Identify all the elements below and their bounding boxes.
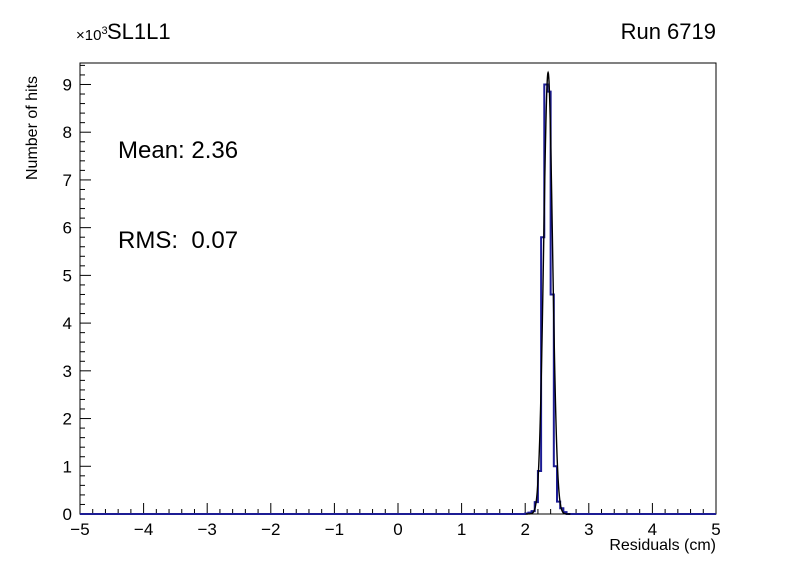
gaussian-fit-curve: [525, 70, 571, 515]
x-tick-label: 2: [520, 520, 529, 539]
x-tick-label: −1: [325, 520, 344, 539]
x-tick-label: −4: [134, 520, 153, 539]
x-axis-title: Residuals (cm): [609, 537, 716, 554]
y-tick-label: 6: [63, 219, 72, 238]
y-scale-prefix: ×10: [76, 27, 102, 44]
run-label: Run 6719: [620, 19, 716, 44]
stats-box: Mean: 2.36 RMS: 0.07: [118, 76, 238, 316]
plot-title: SL1L1: [107, 19, 171, 44]
x-tick-label: 3: [584, 520, 593, 539]
y-tick-label: 7: [63, 171, 72, 190]
x-tick-label: 1: [457, 520, 466, 539]
x-tick-label: −5: [70, 520, 89, 539]
y-axis-scale-label: ×103: [76, 25, 108, 44]
y-tick-label: 9: [63, 75, 72, 94]
y-tick-label: 4: [63, 314, 72, 333]
stat-rms: RMS: 0.07: [118, 227, 239, 254]
y-scale-exponent: 3: [101, 25, 108, 37]
x-tick-label: 0: [393, 520, 402, 539]
x-tick-label: 4: [648, 520, 657, 539]
y-tick-label: 2: [63, 410, 72, 429]
y-tick-label: 8: [63, 123, 72, 142]
y-tick-label: 5: [63, 266, 72, 285]
y-axis-title: Number of hits: [24, 75, 41, 180]
y-tick-label: 1: [63, 457, 72, 476]
y-tick-label: 0: [63, 505, 72, 524]
stat-mean: Mean: 2.36: [118, 137, 239, 164]
x-tick-label: −3: [198, 520, 217, 539]
x-tick-label: 5: [711, 520, 720, 539]
x-tick-label: −2: [261, 520, 280, 539]
y-tick-label: 3: [63, 362, 72, 381]
